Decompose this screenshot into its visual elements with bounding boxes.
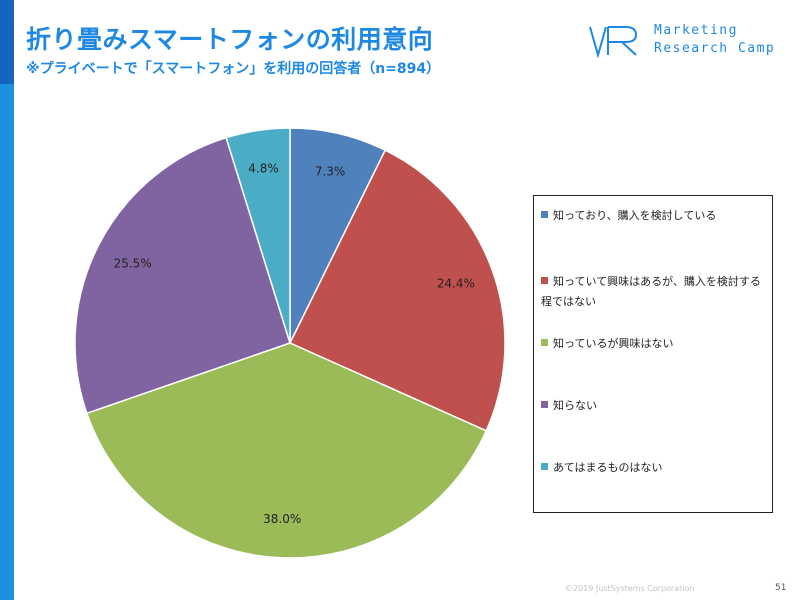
legend-item-4: 知らない <box>541 396 769 416</box>
pie-slice-5 <box>225 127 291 344</box>
legend-swatch-4 <box>541 401 548 408</box>
slice-label-1: 7.3% <box>315 164 346 178</box>
legend-swatch-1 <box>541 211 548 218</box>
legend-label-3: 知っているが興味はない <box>553 337 674 350</box>
chart-legend: 知っており、購入を検討している 知っていて興味はあるが、購入を検討する程ではない… <box>533 195 773 513</box>
legend-label-1: 知っており、購入を検討している <box>553 209 717 222</box>
legend-label-4: 知らない <box>553 399 597 412</box>
logo-line-1: Marketing <box>654 23 738 38</box>
legend-swatch-3 <box>541 339 548 346</box>
slice-label-3: 38.0% <box>263 512 301 526</box>
page-number: 51 <box>775 583 787 593</box>
page-title: 折り畳みスマートフォンの利用意向 <box>26 25 434 54</box>
copyright-text: ©2019 JustSystems Corporation <box>565 584 695 593</box>
legend-swatch-2 <box>541 277 548 284</box>
slice-label-2: 24.4% <box>437 276 475 290</box>
legend-item-2: 知っていて興味はあるが、購入を検討する程ではない <box>541 272 769 312</box>
side-accent-bar <box>0 0 14 600</box>
legend-item-5: あてはまるものはない <box>541 458 769 478</box>
mr-logo-icon <box>589 26 638 58</box>
pie-slice-2 <box>288 149 506 432</box>
pie-slice-4 <box>74 136 291 415</box>
slice-label-4: 25.5% <box>114 256 152 270</box>
side-accent-bar-top <box>0 0 14 84</box>
page-subtitle: ※プライベートで「スマートフォン」を利用の回答者（n=894） <box>26 61 441 77</box>
legend-swatch-5 <box>541 463 548 470</box>
brand-logo: Marketing Research Camp <box>588 20 788 64</box>
legend-label-5: あてはまるものはない <box>553 461 663 474</box>
slice-label-5: 4.8% <box>248 162 279 176</box>
legend-item-1: 知っており、購入を検討している <box>541 206 769 226</box>
logo-line-2: Research Camp <box>654 41 776 56</box>
pie-slice-3 <box>85 342 488 559</box>
logo-text: Marketing Research Camp <box>654 22 775 58</box>
legend-label-2: 知っていて興味はあるが、購入を検討する程ではない <box>541 275 761 308</box>
legend-item-3: 知っているが興味はない <box>541 334 769 354</box>
pie-slice-1 <box>289 127 387 344</box>
